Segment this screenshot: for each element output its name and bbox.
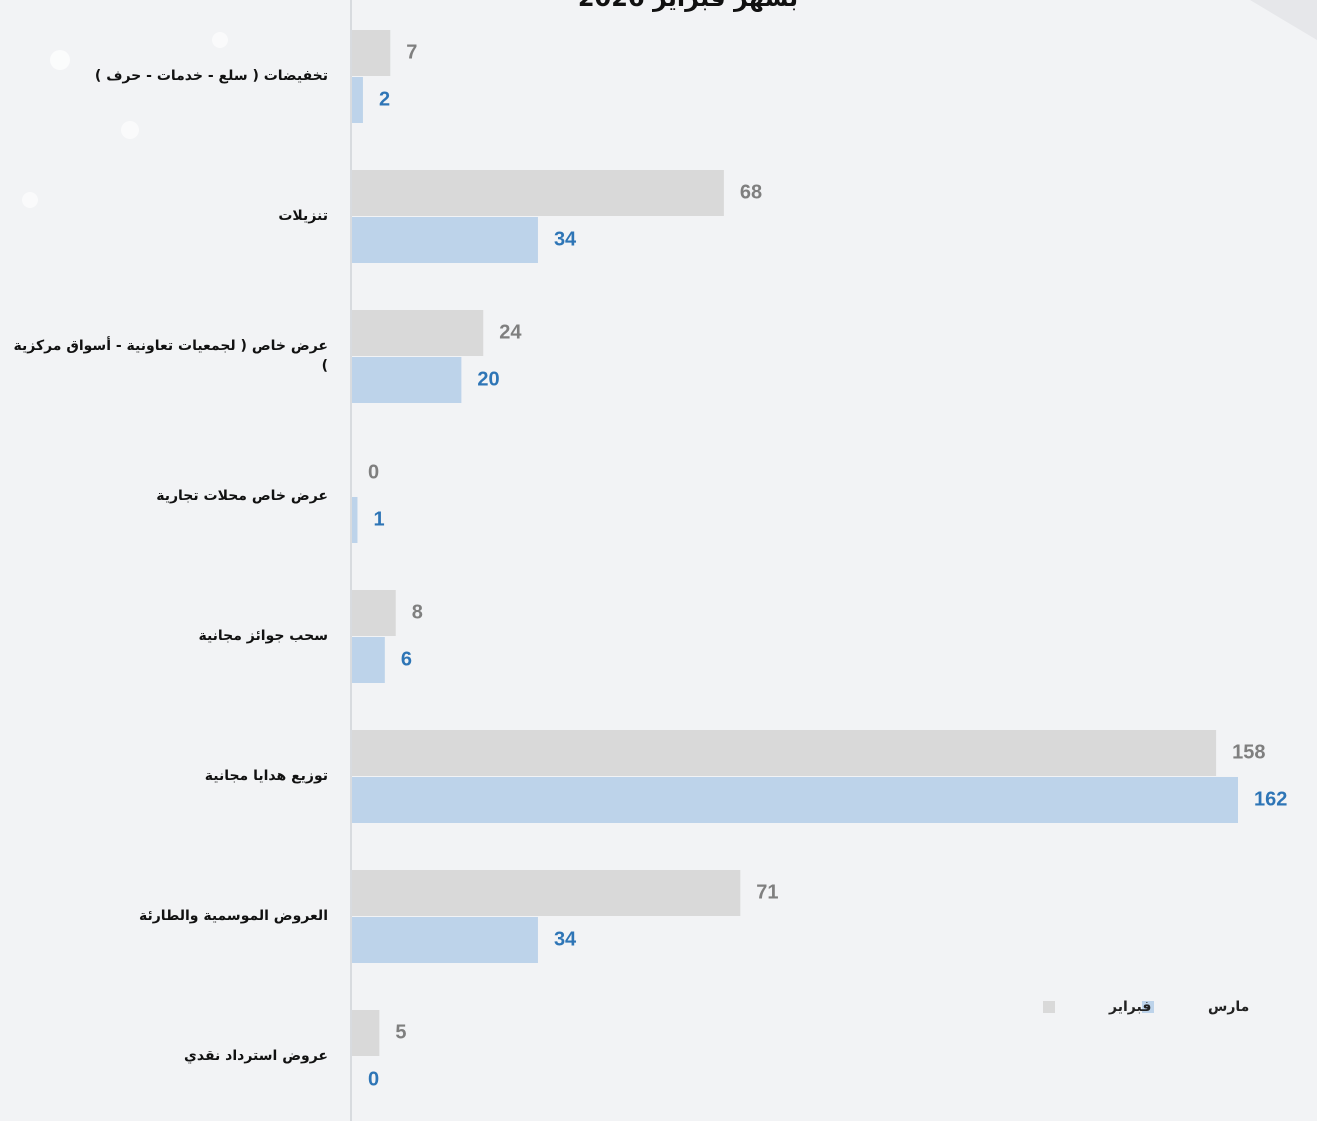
category-label: عروض استرداد نقدي	[184, 1048, 328, 1064]
bar	[352, 30, 391, 76]
bar	[352, 777, 1238, 823]
bar	[352, 1010, 380, 1056]
bar	[352, 497, 358, 543]
category-label: توزيع هدايا مجانية	[204, 768, 328, 784]
bar	[352, 77, 363, 123]
value-label: 20	[477, 368, 499, 390]
bar	[352, 730, 1217, 776]
category-label: سحب جوائز مجانية	[198, 628, 328, 644]
value-label: 71	[756, 881, 778, 903]
category-label: العروض الموسمية والطارئة	[139, 908, 328, 924]
category-label: عرض خاص محلات تجارية	[156, 488, 328, 504]
value-label: 1	[373, 508, 384, 530]
chart-title: بشهر فبراير 2026	[578, 0, 798, 12]
value-label: 5	[395, 1021, 406, 1043]
category-label: تخفيضات ( سلع - خدمات - حرف )	[94, 68, 328, 84]
value-label: 158	[1232, 741, 1265, 763]
category-label: عرض خاص ( لجمعيات تعاونية - أسواق مركزية…	[13, 338, 328, 374]
bar	[352, 217, 538, 263]
bar	[352, 590, 396, 636]
value-label: 0	[368, 461, 379, 483]
bg-dot	[50, 50, 70, 70]
bar	[352, 170, 724, 216]
bg-dot	[212, 32, 228, 48]
legend-label: فبراير	[1108, 999, 1151, 1015]
legend-label: مارس	[1208, 999, 1249, 1015]
legend-swatch	[1142, 1001, 1154, 1013]
value-label: 68	[740, 181, 762, 203]
value-label: 2	[379, 88, 390, 110]
value-label: 24	[499, 321, 522, 343]
value-label: 8	[412, 601, 423, 623]
legend-swatch	[1043, 1001, 1055, 1013]
bar	[352, 917, 538, 963]
value-label: 7	[406, 41, 417, 63]
value-label: 34	[554, 228, 577, 250]
bar	[352, 870, 741, 916]
value-label: 162	[1254, 788, 1287, 810]
value-label: 6	[401, 648, 412, 670]
corner-shape	[1250, 0, 1317, 40]
bg-dot	[121, 121, 139, 139]
category-label: تنزيلات	[278, 208, 328, 224]
bar	[352, 637, 385, 683]
value-label: 34	[554, 928, 577, 950]
value-label: 0	[368, 1068, 379, 1090]
bar	[352, 357, 462, 403]
bar	[352, 310, 484, 356]
bg-dot	[22, 192, 38, 208]
